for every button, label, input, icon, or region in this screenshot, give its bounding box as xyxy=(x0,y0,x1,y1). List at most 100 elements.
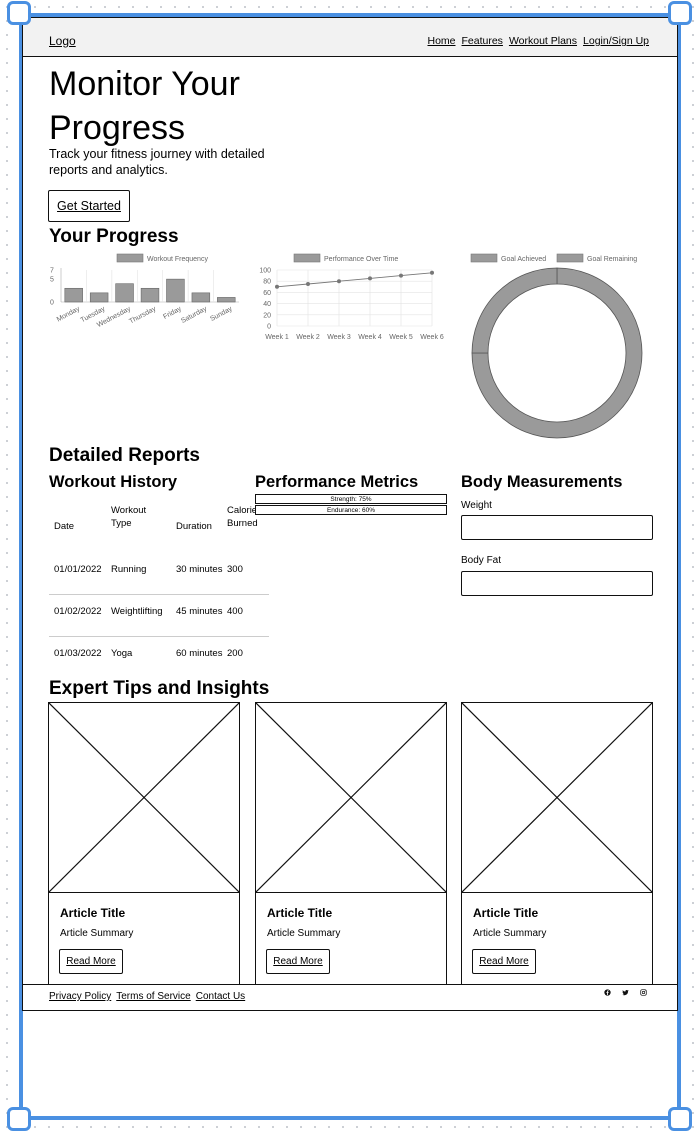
table-cell: Yoga xyxy=(111,648,133,659)
x-tick-label: Week 3 xyxy=(327,334,351,341)
nav-link-login[interactable]: Login/Sign Up xyxy=(583,35,649,47)
table-row-divider xyxy=(49,594,269,595)
article-summary: Article Summary xyxy=(60,928,134,939)
article-card: Article Title Article Summary Read More xyxy=(461,702,653,992)
read-more-button[interactable]: Read More xyxy=(59,949,123,974)
instagram-icon[interactable] xyxy=(640,989,647,996)
x-tick-label: Week 5 xyxy=(389,334,413,341)
y-tick-label: 40 xyxy=(263,301,271,308)
table-cell: 60 minutes xyxy=(176,648,223,659)
detailed-reports-heading: Detailed Reports xyxy=(49,445,200,466)
footer-link-contact[interactable]: Contact Us xyxy=(195,991,246,1002)
data-point xyxy=(306,282,310,286)
article-card: Article Title Article Summary Read More xyxy=(255,702,447,992)
image-placeholder-icon xyxy=(49,703,239,893)
hero-subtitle: Track your fitness journey with detailed… xyxy=(49,147,265,177)
bar xyxy=(217,297,236,303)
workout-frequency-chart: Workout Frequency750MondayTuesdayWednesd… xyxy=(50,253,239,329)
read-more-label: Read More xyxy=(66,956,116,967)
resize-handle-top-left[interactable] xyxy=(7,1,31,25)
get-started-label: Get Started xyxy=(57,199,121,213)
series-line xyxy=(276,272,433,288)
footer-links: Privacy Policy Terms of Service Contact … xyxy=(49,991,245,1002)
logo-link[interactable]: Logo xyxy=(49,34,76,48)
data-point xyxy=(430,270,434,275)
table-cell: 30 minutes xyxy=(176,564,223,575)
x-tick-label: Week 1 xyxy=(265,334,289,341)
nav-link-workout-plans[interactable]: Workout Plans xyxy=(508,35,578,47)
table-header-date: Date xyxy=(54,521,75,532)
twitter-icon[interactable] xyxy=(622,989,629,996)
pie-slice xyxy=(471,267,643,439)
legend-swatch xyxy=(293,253,321,263)
table-header-calories: Calories Burned xyxy=(227,505,262,529)
tips-heading: Expert Tips and Insights xyxy=(49,678,270,699)
workout-history-table: Date Workout Type Duration Calories Burn… xyxy=(49,502,269,664)
y-tick-label: 80 xyxy=(263,279,271,286)
legend-swatch xyxy=(116,253,144,263)
facebook-icon[interactable] xyxy=(604,989,611,996)
data-point xyxy=(275,284,279,289)
y-tick-label: 0 xyxy=(50,300,54,307)
table-header-duration: Duration xyxy=(176,521,212,532)
table-cell: Running xyxy=(111,564,147,575)
legend-label: Performance Over Time xyxy=(324,256,398,263)
x-tick-label: Monday xyxy=(56,305,82,323)
table-cell: 45 minutes xyxy=(176,606,223,617)
resize-handle-bottom-left[interactable] xyxy=(7,1107,31,1131)
table-cell: 200 xyxy=(227,648,243,659)
table-cell: Weightlifting xyxy=(111,606,163,617)
x-tick-label: Week 2 xyxy=(296,334,320,341)
get-started-button[interactable]: Get Started xyxy=(48,190,130,222)
image-placeholder-icon xyxy=(256,703,446,893)
body-measurements-title: Body Measurements xyxy=(461,473,623,491)
bar xyxy=(115,283,134,303)
weight-label: Weight xyxy=(461,500,492,511)
legend-swatch xyxy=(556,253,584,263)
x-tick-label: Thursday xyxy=(128,305,157,325)
table-cell: 300 xyxy=(227,564,243,575)
footer-link-terms[interactable]: Terms of Service xyxy=(116,991,191,1002)
navbar: Logo Home Features Workout Plans Login/S… xyxy=(23,18,677,57)
y-tick-label: 7 xyxy=(50,268,54,275)
performance-chart: Performance Over Time 100 80 60 40 20 0 Week 1 W… xyxy=(259,253,444,341)
y-tick-label: 0 xyxy=(267,324,271,331)
bar xyxy=(191,292,211,303)
endurance-bar: Endurance: 60% xyxy=(255,505,447,515)
resize-handle-bottom-right[interactable] xyxy=(668,1107,692,1131)
y-tick-label: 100 xyxy=(259,268,271,275)
data-point xyxy=(337,279,341,284)
legend-label: Goal Achieved xyxy=(501,256,546,263)
read-more-button[interactable]: Read More xyxy=(472,949,536,974)
y-tick-label: 5 xyxy=(50,277,54,284)
nav-links: Home Features Workout Plans Login/Sign U… xyxy=(427,35,649,47)
table-cell: 01/02/2022 xyxy=(54,606,102,617)
bar xyxy=(140,287,160,303)
legend-label: Workout Frequency xyxy=(147,256,208,263)
table-header-type: Workout Type xyxy=(111,505,147,529)
article-title: Article Title xyxy=(60,906,126,920)
hero-title: Monitor Your Progress xyxy=(49,65,240,147)
x-tick-label: Saturday xyxy=(180,305,208,325)
nav-link-home[interactable]: Home xyxy=(427,35,456,47)
footer-link-privacy[interactable]: Privacy Policy xyxy=(49,991,112,1002)
bar xyxy=(64,287,83,303)
wireframe-page: Logo Home Features Workout Plans Login/S… xyxy=(22,17,678,1011)
article-card: Article Title Article Summary Read More xyxy=(48,702,240,992)
weight-input[interactable] xyxy=(461,515,653,540)
footer: Privacy Policy Terms of Service Contact … xyxy=(23,984,677,1010)
y-tick-label: 60 xyxy=(263,290,271,297)
x-tick-label: Week 4 xyxy=(358,334,382,341)
bodyfat-input[interactable] xyxy=(461,571,653,596)
bodyfat-label: Body Fat xyxy=(461,555,502,566)
pie-slice xyxy=(471,267,558,354)
y-tick-label: 20 xyxy=(263,312,271,319)
table-row-divider xyxy=(49,636,269,637)
nav-link-features[interactable]: Features xyxy=(461,35,503,47)
read-more-button[interactable]: Read More xyxy=(266,949,330,974)
legend-swatch xyxy=(470,253,498,263)
legend-label: Goal Remaining xyxy=(587,256,637,263)
article-title: Article Title xyxy=(267,906,333,920)
goal-pie-chart: Goal Achieved Goal Remaining xyxy=(470,253,643,439)
resize-handle-top-right[interactable] xyxy=(668,1,692,25)
